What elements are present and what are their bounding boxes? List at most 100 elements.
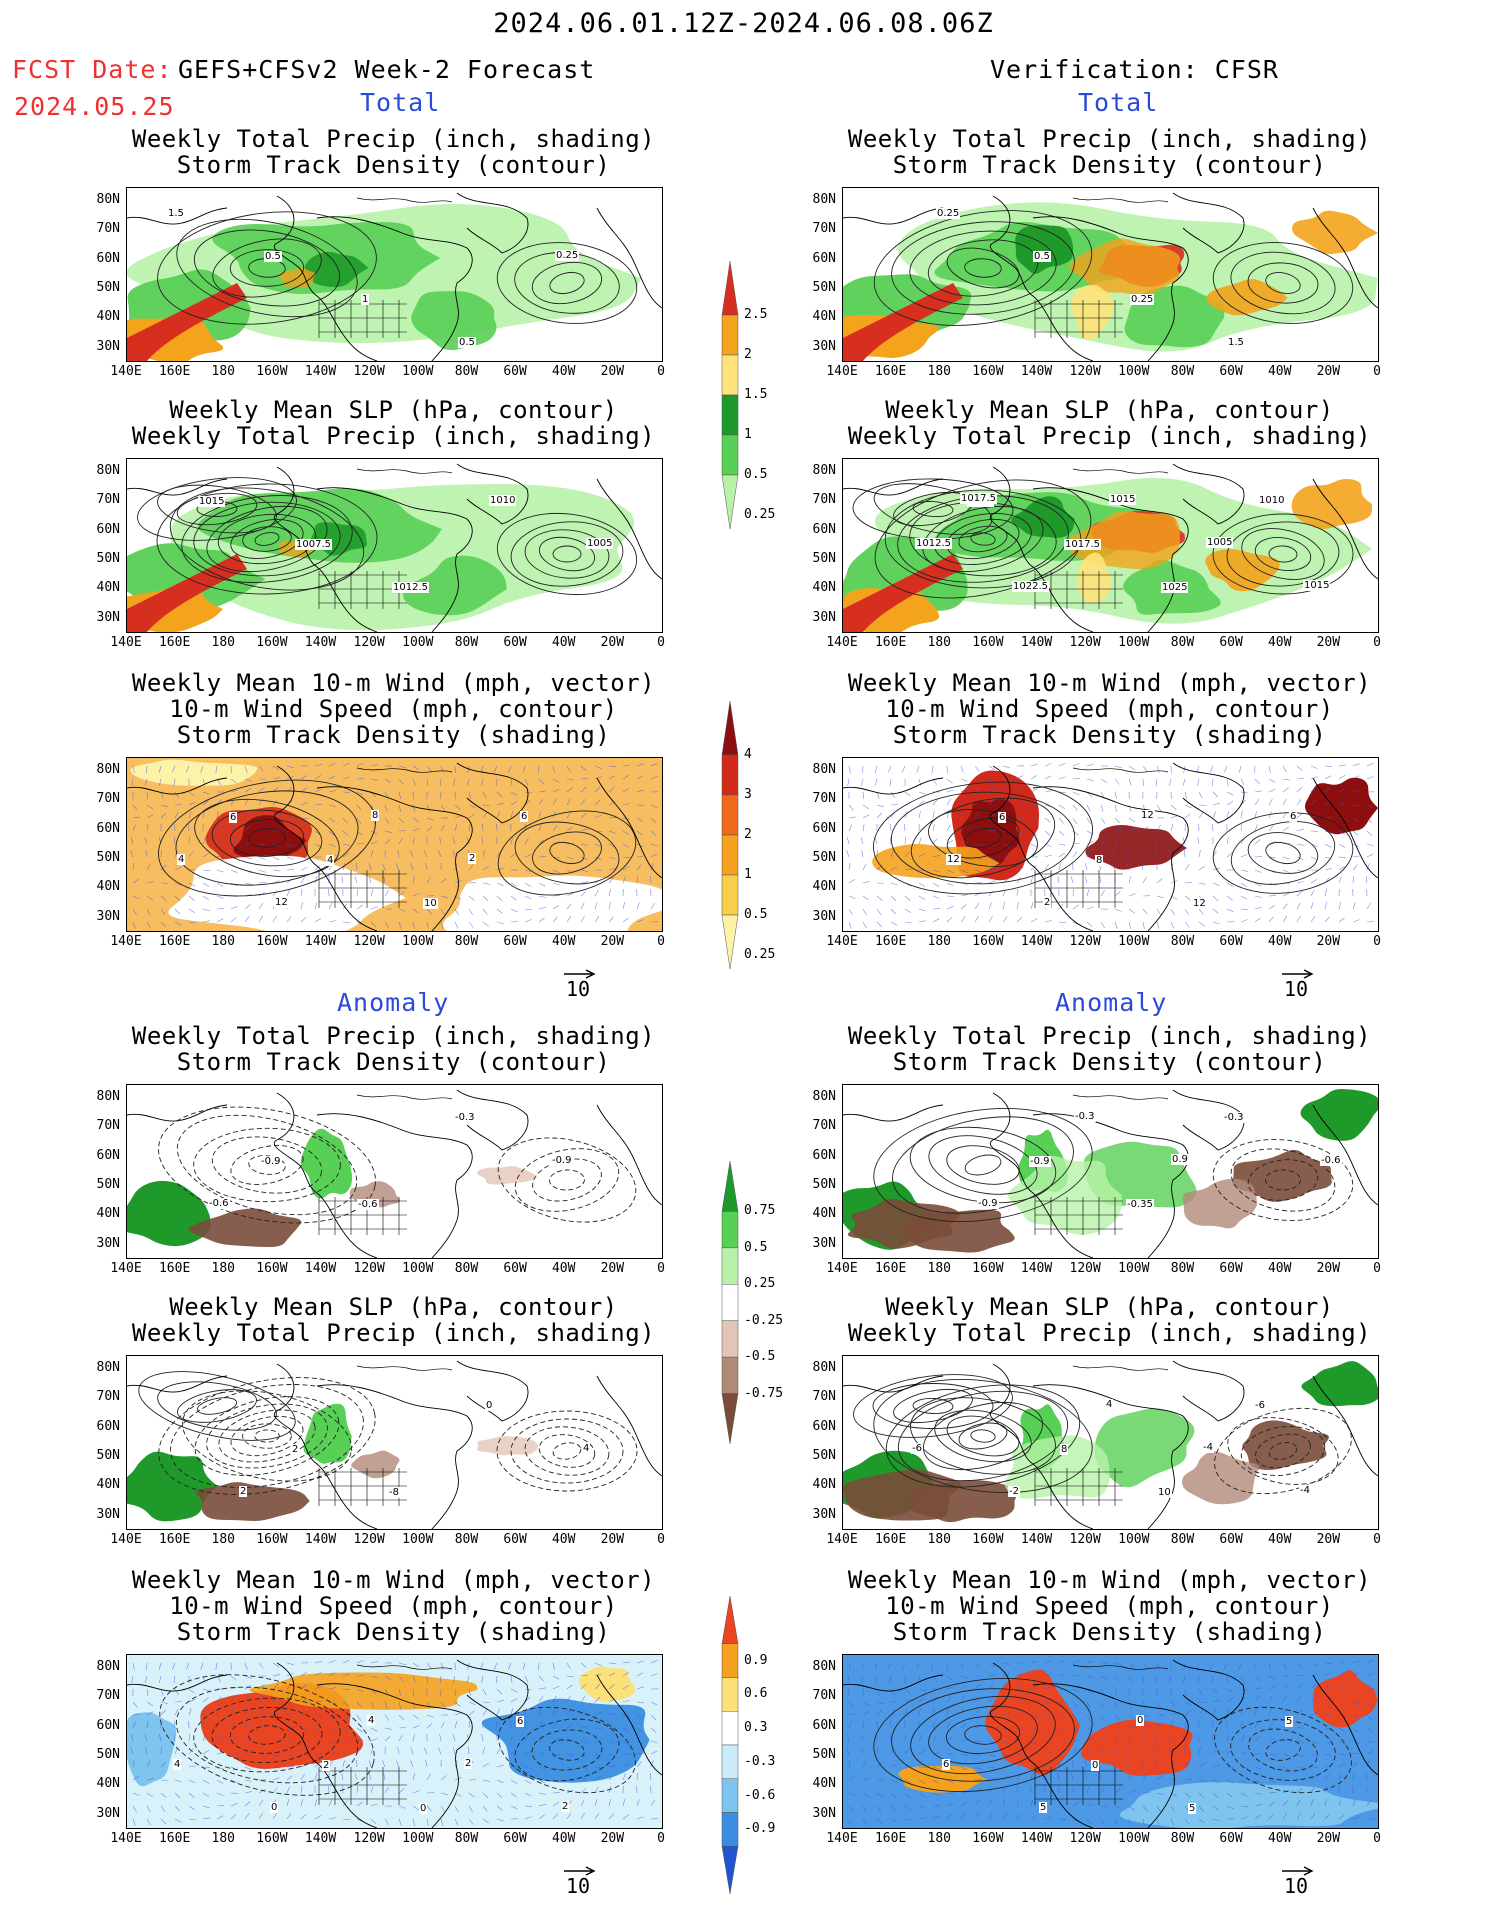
longitude-label: 140W xyxy=(1020,934,1053,949)
longitude-label: 0 xyxy=(657,1831,665,1846)
longitude-label: 60W xyxy=(503,1831,527,1846)
colorbar-storm_total xyxy=(718,700,742,974)
colorbar-label: -0.6 xyxy=(744,1787,776,1803)
longitude-label: 60W xyxy=(503,934,527,949)
panel-title-line: Weekly Total Precip (inch, shading) xyxy=(847,422,1372,450)
latitude-label: 70N xyxy=(812,221,836,237)
colorbar-label: -0.9 xyxy=(744,1821,776,1837)
latitude-label: 80N xyxy=(96,1089,120,1104)
longitude-label: 160E xyxy=(874,635,907,650)
contour-label: 0 xyxy=(485,1400,494,1411)
longitude-label: 0 xyxy=(657,1261,665,1276)
latitude-label: 60N xyxy=(812,1418,836,1434)
colorbar-label: 0.5 xyxy=(744,467,768,482)
contour-label: 1025 xyxy=(1161,582,1189,593)
map-panel-wind-anomaly-verification: 0 5 5 6 5 0 xyxy=(842,1654,1379,1829)
contour-label: 1015 xyxy=(198,496,226,507)
longitude-label: 120W xyxy=(1069,364,1101,379)
contour-label: 12 xyxy=(946,854,961,865)
contour-label: 0 xyxy=(1136,1715,1145,1726)
longitude-label: 140W xyxy=(304,1261,337,1276)
latitude-label: 30N xyxy=(96,1235,120,1251)
latitude-label: 50N xyxy=(812,550,836,566)
contour-label: -0.3 xyxy=(1074,1111,1096,1122)
longitude-label: 180 xyxy=(927,1831,951,1846)
longitude-label: 180 xyxy=(211,1831,235,1846)
contour-label: -4 xyxy=(1202,1442,1214,1453)
longitude-label: 180 xyxy=(927,934,951,949)
contour-label: 0.5 xyxy=(458,337,476,348)
colorbar-label: 0.75 xyxy=(744,1203,776,1219)
latitude-label: 50N xyxy=(96,849,120,865)
contour-label: -8 xyxy=(388,1487,400,1498)
longitude-label: 20W xyxy=(600,635,625,650)
longitude-label: 80W xyxy=(454,1532,479,1547)
panel-title-line: Weekly Mean SLP (hPa, contour) xyxy=(885,396,1334,424)
contour-label: -0.9 xyxy=(977,1198,999,1209)
longitude-label: 180 xyxy=(211,635,235,650)
latitude-label: 40N xyxy=(812,1477,836,1493)
longitude-label: 160W xyxy=(256,364,288,379)
longitude-label: 160W xyxy=(256,1831,288,1846)
longitude-label: 160W xyxy=(972,635,1004,650)
latitude-label: 60N xyxy=(96,820,120,836)
contour-label: 5 xyxy=(1039,1802,1048,1813)
longitude-label: 40W xyxy=(551,364,576,379)
panel-title-line: Weekly Total Precip (inch, shading) xyxy=(131,1319,656,1347)
contour-label: -0.9 xyxy=(1029,1156,1051,1167)
longitude-label: 140E xyxy=(826,1261,858,1276)
contour-label: -2 xyxy=(1008,1486,1020,1497)
colorbar-label: 3 xyxy=(744,787,752,802)
contour-label: 1005 xyxy=(586,538,614,549)
longitude-label: 120W xyxy=(1069,1831,1101,1846)
latitude-label: 50N xyxy=(812,1746,836,1762)
latitude-label: 80N xyxy=(96,1659,120,1674)
colorbar-label: -0.3 xyxy=(744,1753,776,1769)
colorbar-label: 0.3 xyxy=(744,1720,768,1736)
longitude-label: 20W xyxy=(1316,364,1341,379)
contour-label: 1 xyxy=(361,294,370,305)
map-panel-slp-anomaly-verification: 8 10 -6 -6 -2 4 -4 -4 xyxy=(842,1355,1379,1530)
panel-title-line: Weekly Total Precip (inch, shading) xyxy=(847,125,1372,153)
fcst-date-value: 2024.05.25 xyxy=(14,92,175,121)
longitude-label: 140W xyxy=(304,1532,337,1547)
longitude-label: 80W xyxy=(454,635,479,650)
panel-title-line: Weekly Total Precip (inch, shading) xyxy=(131,1022,656,1050)
contour-label: 5 xyxy=(1285,1716,1294,1727)
colorbar-label: -0.5 xyxy=(744,1349,776,1365)
longitude-label: 20W xyxy=(1316,1261,1341,1276)
longitude-label: 140E xyxy=(826,934,858,949)
latitude-label: 80N xyxy=(812,463,836,478)
colorbar-label: 2.5 xyxy=(744,307,768,322)
longitude-label: 100W xyxy=(402,1831,434,1846)
longitude-label: 120W xyxy=(1069,934,1101,949)
longitude-label: 20W xyxy=(1316,635,1341,650)
contour-label: -0.3 xyxy=(1223,1112,1245,1123)
longitude-label: 100W xyxy=(1118,934,1150,949)
latitude-label: 40N xyxy=(96,309,120,325)
latitude-label: 30N xyxy=(96,338,120,354)
longitude-label: 20W xyxy=(1316,934,1341,949)
map-panel-wind-anomaly-forecast: 2 0 6 4 0 4 2 2 xyxy=(126,1654,663,1829)
panel-title-line: Weekly Mean SLP (hPa, contour) xyxy=(169,1293,618,1321)
colorbar-label: 0.9 xyxy=(744,1652,768,1668)
panel-title-line: 10-m Wind Speed (mph, contour) xyxy=(885,1592,1334,1620)
longitude-label: 0 xyxy=(1373,934,1381,949)
longitude-label: 100W xyxy=(402,1261,434,1276)
longitude-label: 0 xyxy=(1373,1532,1381,1547)
contour-label: 0 xyxy=(1091,1760,1100,1771)
longitude-label: 60W xyxy=(1219,1532,1243,1547)
latitude-label: 40N xyxy=(812,580,836,596)
contour-label: 0.5 xyxy=(264,251,282,262)
longitude-label: 40W xyxy=(1267,934,1292,949)
longitude-label: 60W xyxy=(1219,364,1243,379)
panel-title-line: Storm Track Density (contour) xyxy=(892,1048,1327,1076)
latitude-label: 80N xyxy=(812,192,836,207)
panel-title-line: Weekly Mean 10-m Wind (mph, vector) xyxy=(847,669,1372,697)
longitude-label: 40W xyxy=(551,635,576,650)
longitude-label: 100W xyxy=(402,1532,434,1547)
longitude-label: 40W xyxy=(1267,364,1292,379)
contour-label: 5 xyxy=(1188,1803,1197,1814)
colorbar-precip_anom xyxy=(718,1160,742,1449)
longitude-label: 80W xyxy=(454,364,479,379)
